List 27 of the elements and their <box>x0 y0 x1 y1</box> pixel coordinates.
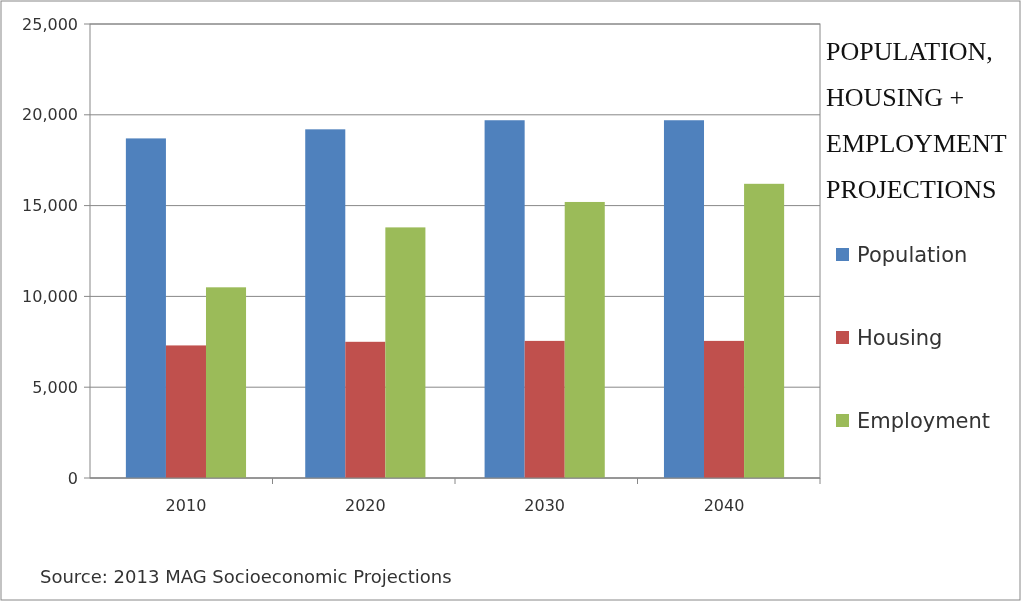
legend-label: Employment <box>857 409 991 434</box>
bar <box>663 120 705 478</box>
x-tick-label: 2030 <box>524 495 566 515</box>
y-tick-label: 15,000 <box>22 196 78 216</box>
y-tick-label: 0 <box>67 468 78 488</box>
bar <box>385 227 426 478</box>
bar <box>524 340 565 478</box>
bar <box>704 340 745 478</box>
y-tick-label: 25,000 <box>22 14 78 34</box>
source-note: Source: 2013 MAG Socioeconomic Projections <box>40 566 452 588</box>
x-tick-label: 2020 <box>344 495 386 515</box>
y-tick-label: 5,000 <box>32 377 78 397</box>
bar <box>345 341 386 478</box>
legend-label: Housing <box>857 326 943 351</box>
bar <box>564 201 605 478</box>
bar <box>744 183 785 478</box>
bar <box>165 345 206 478</box>
bar <box>484 120 525 478</box>
x-tick-label: 2010 <box>165 495 207 515</box>
bar <box>205 287 247 478</box>
legend-label: Population <box>857 243 968 268</box>
bar <box>305 129 346 478</box>
y-tick-label: 10,000 <box>22 287 78 306</box>
bar <box>125 138 166 478</box>
x-tick-label: 2040 <box>703 495 745 515</box>
y-tick-label: 20,000 <box>22 105 78 125</box>
text: POPULATION, HOUSING + EMPLOYMENT PROJECTIONS <box>826 37 1007 204</box>
